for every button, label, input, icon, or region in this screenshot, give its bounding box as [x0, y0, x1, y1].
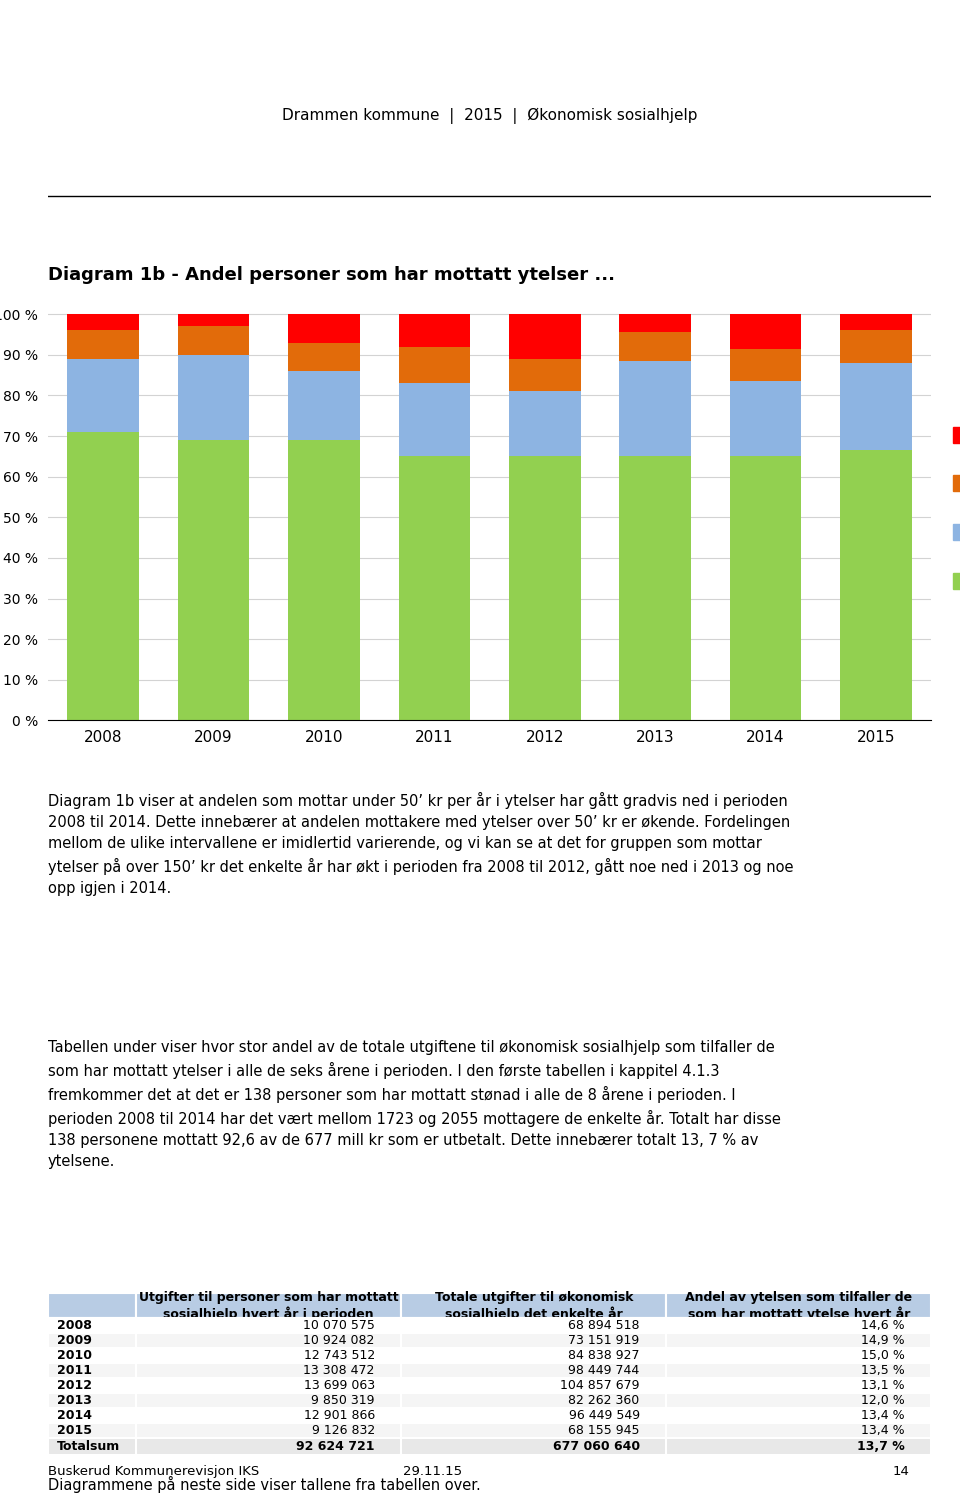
Bar	[288, 314, 360, 343]
Bar	[509, 359, 581, 391]
Bar	[288, 343, 360, 371]
Bar	[67, 359, 139, 433]
Bar	[288, 440, 360, 720]
Legend: ... med årlig beløp fra
150.000,- og høyere, ... med årlig beløp fra
100.000,- i: ... med årlig beløp fra 150.000,- og høy…	[947, 413, 960, 602]
Bar	[398, 383, 470, 457]
Bar	[178, 355, 250, 440]
Bar	[178, 440, 250, 720]
Bar	[178, 326, 250, 355]
Text: Tabellen under viser hvor stor andel av de totale utgiftene til økonomisk sosial: Tabellen under viser hvor stor andel av …	[48, 1040, 780, 1169]
Bar	[178, 314, 250, 326]
Bar	[730, 349, 802, 382]
Text: Diagram 1b viser at andelen som mottar under 50’ kr per år i ytelser har gått gr: Diagram 1b viser at andelen som mottar u…	[48, 792, 794, 895]
Bar	[288, 371, 360, 440]
Text: Diagram 1b - Andel personer som har mottatt ytelser ...: Diagram 1b - Andel personer som har mott…	[48, 266, 615, 284]
Bar	[509, 457, 581, 720]
Bar	[509, 314, 581, 359]
Bar	[730, 457, 802, 720]
Bar	[840, 451, 912, 720]
Bar	[840, 314, 912, 331]
Bar	[67, 314, 139, 331]
Bar	[398, 314, 470, 347]
Bar	[67, 331, 139, 359]
Bar	[398, 347, 470, 383]
Bar	[67, 433, 139, 720]
Text: Drammen kommune  |  2015  |  Økonomisk sosialhjelp: Drammen kommune | 2015 | Økonomisk sosia…	[282, 108, 697, 124]
Bar	[840, 362, 912, 451]
Text: 14: 14	[893, 1464, 910, 1478]
Bar	[730, 382, 802, 457]
Bar	[619, 457, 691, 720]
Bar	[619, 361, 691, 457]
Bar	[398, 457, 470, 720]
Text: Diagrammene på neste side viser tallene fra tabellen over.: Diagrammene på neste side viser tallene …	[48, 1476, 481, 1493]
Text: Buskerud Kommunerevisjon IKS: Buskerud Kommunerevisjon IKS	[48, 1464, 259, 1478]
Bar	[509, 391, 581, 457]
Bar	[619, 314, 691, 332]
Bar	[840, 331, 912, 362]
Bar	[619, 332, 691, 361]
Bar	[730, 314, 802, 349]
Text: 29.11.15: 29.11.15	[403, 1464, 463, 1478]
